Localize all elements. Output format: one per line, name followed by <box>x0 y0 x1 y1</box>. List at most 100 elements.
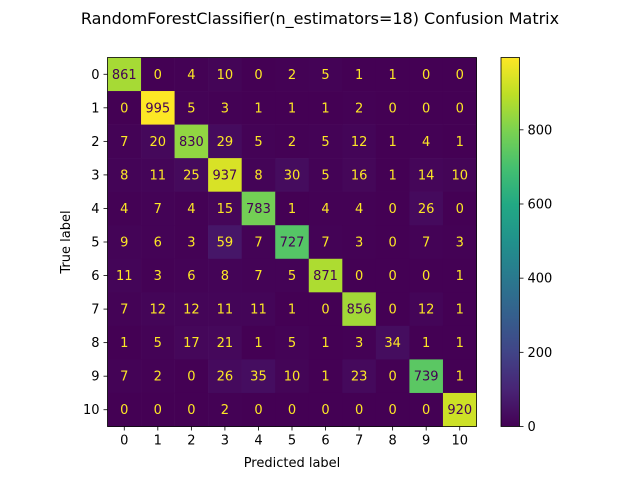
cell-value-label: 0 <box>187 370 195 385</box>
cell-value-label: 21 <box>217 336 234 351</box>
x-axis-ticks: 0 1 2 3 4 5 6 7 8 9 10 <box>120 426 468 449</box>
heatmap-cell <box>208 91 242 125</box>
heatmap-cell <box>308 57 343 92</box>
heatmap-cell <box>174 325 209 360</box>
x-tick-label: 2 <box>187 434 195 449</box>
cell-value-label: 12 <box>183 303 200 318</box>
heatmap-cell <box>141 392 175 427</box>
heatmap-cell <box>308 392 343 427</box>
cell-value-label: 16 <box>351 168 368 183</box>
cell-value-label: 2 <box>288 135 296 150</box>
heatmap-cell <box>409 325 444 360</box>
cell-value-label: 0 <box>254 403 262 418</box>
heatmap-cell <box>275 158 310 192</box>
heatmap-cell <box>409 258 444 293</box>
cell-value-label: 0 <box>422 403 430 418</box>
heatmap-cell <box>308 225 343 260</box>
cell-value-label: 5 <box>288 269 296 284</box>
cell-value-label: 0 <box>388 303 396 318</box>
heatmap-cell <box>275 392 310 427</box>
heatmap-cell <box>375 392 410 427</box>
heatmap-cell <box>342 359 377 394</box>
heatmap-cell <box>241 191 276 226</box>
cell-value-label: 5 <box>321 168 329 183</box>
heatmap-cell <box>308 359 343 394</box>
heatmap-cell <box>375 191 410 226</box>
heatmap-cell <box>409 57 444 92</box>
cell-value-label: 7 <box>254 269 262 284</box>
heatmap-cell <box>375 359 410 394</box>
heatmap-cell <box>375 91 410 125</box>
y-tick-label: 5 <box>91 236 99 251</box>
cell-value-label: 11 <box>250 303 267 318</box>
heatmap-cell <box>275 57 310 92</box>
heatmap-cell <box>174 124 209 159</box>
cell-value-label: 20 <box>150 135 167 150</box>
heatmap-cell <box>409 124 444 159</box>
cell-value-label: 7 <box>254 236 262 251</box>
heatmap-cell <box>308 325 343 360</box>
cell-value-label: 7 <box>154 202 162 217</box>
cell-value-label: 783 <box>246 202 271 217</box>
cell-value-label: 11 <box>150 168 167 183</box>
heatmap-cell <box>141 359 175 394</box>
heatmap-cell <box>409 359 444 394</box>
cell-value-label: 1 <box>388 168 396 183</box>
cell-value-label: 0 <box>154 68 162 83</box>
cell-value-label: 0 <box>187 403 195 418</box>
heatmap-cell <box>442 191 477 226</box>
colorbar-ticks: 0 200 400 600 800 <box>519 123 553 435</box>
heatmap-cell <box>442 258 477 293</box>
cell-value-label: 3 <box>221 101 229 116</box>
heatmap-cell <box>107 392 142 427</box>
y-tick-label: 6 <box>91 269 99 284</box>
heatmap-cell <box>141 124 175 159</box>
heatmap-cell <box>442 57 477 92</box>
cell-value-label: 727 <box>280 236 305 251</box>
colorbar-tick-label: 800 <box>528 123 553 138</box>
y-tick-label: 2 <box>91 135 99 150</box>
cell-value-label: 0 <box>388 236 396 251</box>
heatmap-cell <box>241 258 276 293</box>
chart-title: RandomForestClassifier(n_estimators=18) … <box>81 9 559 29</box>
cell-value-label: 0 <box>154 403 162 418</box>
cell-value-label: 11 <box>217 303 234 318</box>
heatmap-cell <box>308 258 343 293</box>
heatmap-cell <box>375 325 410 360</box>
heatmap-cell <box>107 91 142 125</box>
heatmap-cell <box>275 258 310 293</box>
cell-value-label: 10 <box>451 168 468 183</box>
cell-value-label: 12 <box>150 303 167 318</box>
cell-value-label: 15 <box>217 202 234 217</box>
heatmap-cell <box>174 258 209 293</box>
cell-value-label: 830 <box>179 135 204 150</box>
heatmap-cell <box>141 158 175 192</box>
cell-value-label: 8 <box>120 168 128 183</box>
cell-value-label: 10 <box>284 370 301 385</box>
cell-value-label: 1 <box>254 101 262 116</box>
cell-value-label: 1 <box>288 101 296 116</box>
heatmap-cell <box>174 191 209 226</box>
cell-value-label: 12 <box>351 135 368 150</box>
cell-value-label: 7 <box>120 303 128 318</box>
cell-value-label: 1 <box>321 101 329 116</box>
cell-value-label: 4 <box>187 202 195 217</box>
y-tick-label: 3 <box>91 168 99 183</box>
cell-value-label: 23 <box>351 370 368 385</box>
cell-value-label: 856 <box>347 303 372 318</box>
cell-value-label: 1 <box>254 336 262 351</box>
heatmap-cell <box>141 91 175 125</box>
cell-value-label: 1 <box>456 303 464 318</box>
cell-value-label: 1 <box>456 336 464 351</box>
heatmap-cell <box>208 124 242 159</box>
cell-value-label: 35 <box>250 370 267 385</box>
cell-value-label: 0 <box>288 403 296 418</box>
heatmap-cell <box>141 325 175 360</box>
heatmap-cell <box>174 57 209 92</box>
heatmap-cell <box>141 292 175 327</box>
heatmap-cell <box>241 57 276 92</box>
cell-value-label: 26 <box>418 202 435 217</box>
heatmap-cell <box>308 158 343 192</box>
heatmap-cell <box>107 158 142 192</box>
cell-value-label: 5 <box>321 68 329 83</box>
